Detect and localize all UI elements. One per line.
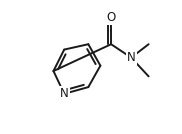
Text: O: O <box>106 11 116 24</box>
Text: N: N <box>60 87 69 100</box>
Text: N: N <box>127 51 136 64</box>
